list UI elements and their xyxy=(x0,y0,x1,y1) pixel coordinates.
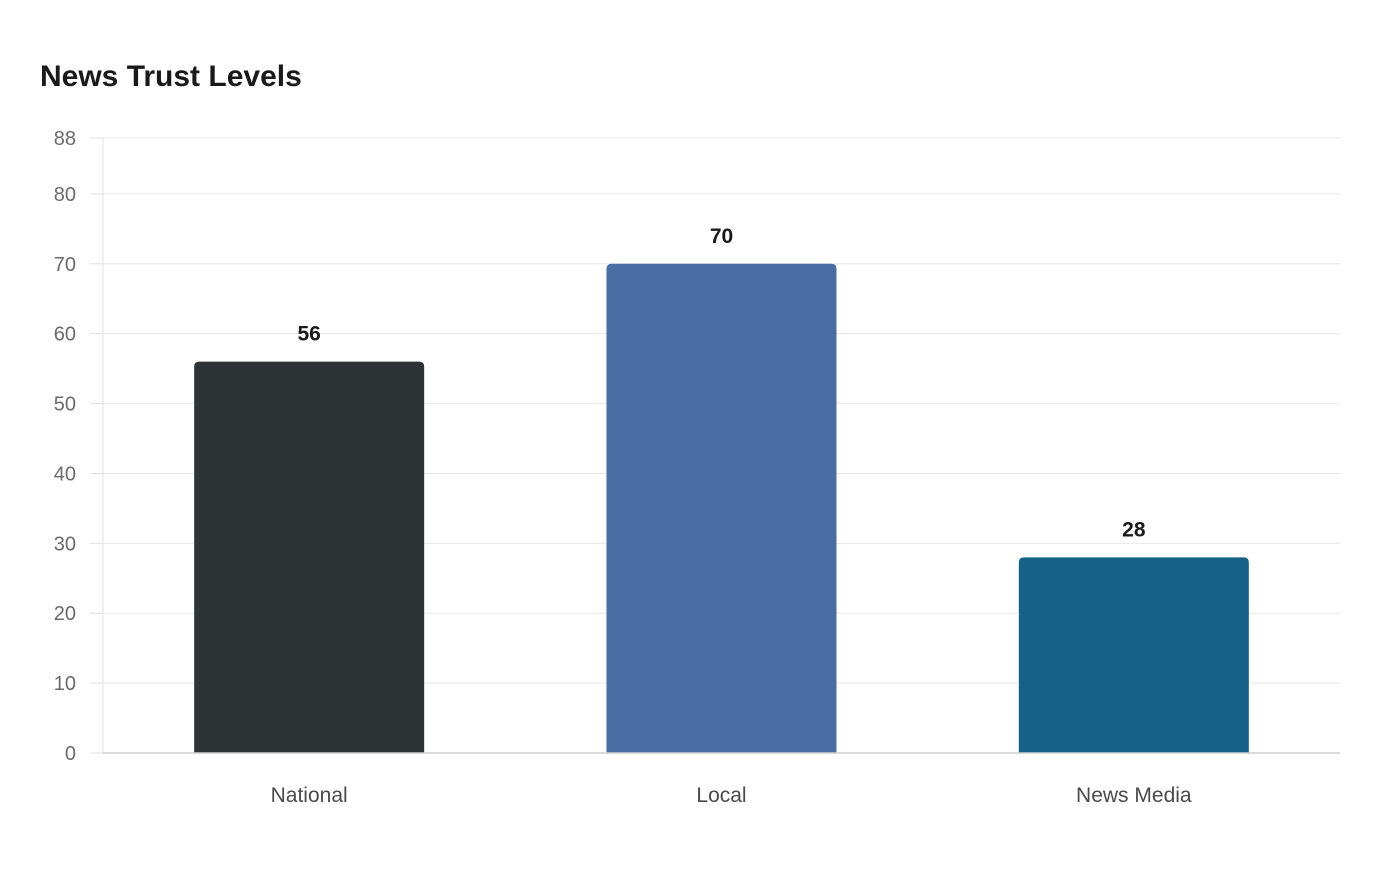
x-tick-label: Local xyxy=(696,784,746,807)
y-axis: 0 10 20 30 40 50 60 70 80 88 xyxy=(54,128,104,765)
value-label: 28 xyxy=(1122,518,1146,541)
value-label: 56 xyxy=(297,323,320,346)
chart-title: News Trust Levels xyxy=(40,60,302,93)
y-tick-label: 70 xyxy=(54,254,76,276)
y-tick-label: 0 xyxy=(65,743,76,765)
bar-local xyxy=(606,263,837,753)
x-tick-label: National xyxy=(271,784,348,807)
y-tick-label: 20 xyxy=(54,603,76,625)
y-tick-label: 10 xyxy=(54,673,76,695)
y-tick-label: 30 xyxy=(54,533,76,555)
bar-news-media xyxy=(1018,557,1249,753)
value-label: 70 xyxy=(710,225,733,248)
x-tick-label: News Media xyxy=(1076,784,1192,807)
y-tick-label: 60 xyxy=(54,324,76,346)
y-tick-label: 88 xyxy=(54,128,76,150)
bar-national xyxy=(194,361,425,753)
x-axis: National Local News Media xyxy=(103,752,1340,807)
y-tick-label: 40 xyxy=(54,463,76,485)
y-tick-label: 80 xyxy=(54,184,76,206)
y-tick-label: 50 xyxy=(54,394,76,416)
bars: 56 70 28 xyxy=(194,225,1249,753)
